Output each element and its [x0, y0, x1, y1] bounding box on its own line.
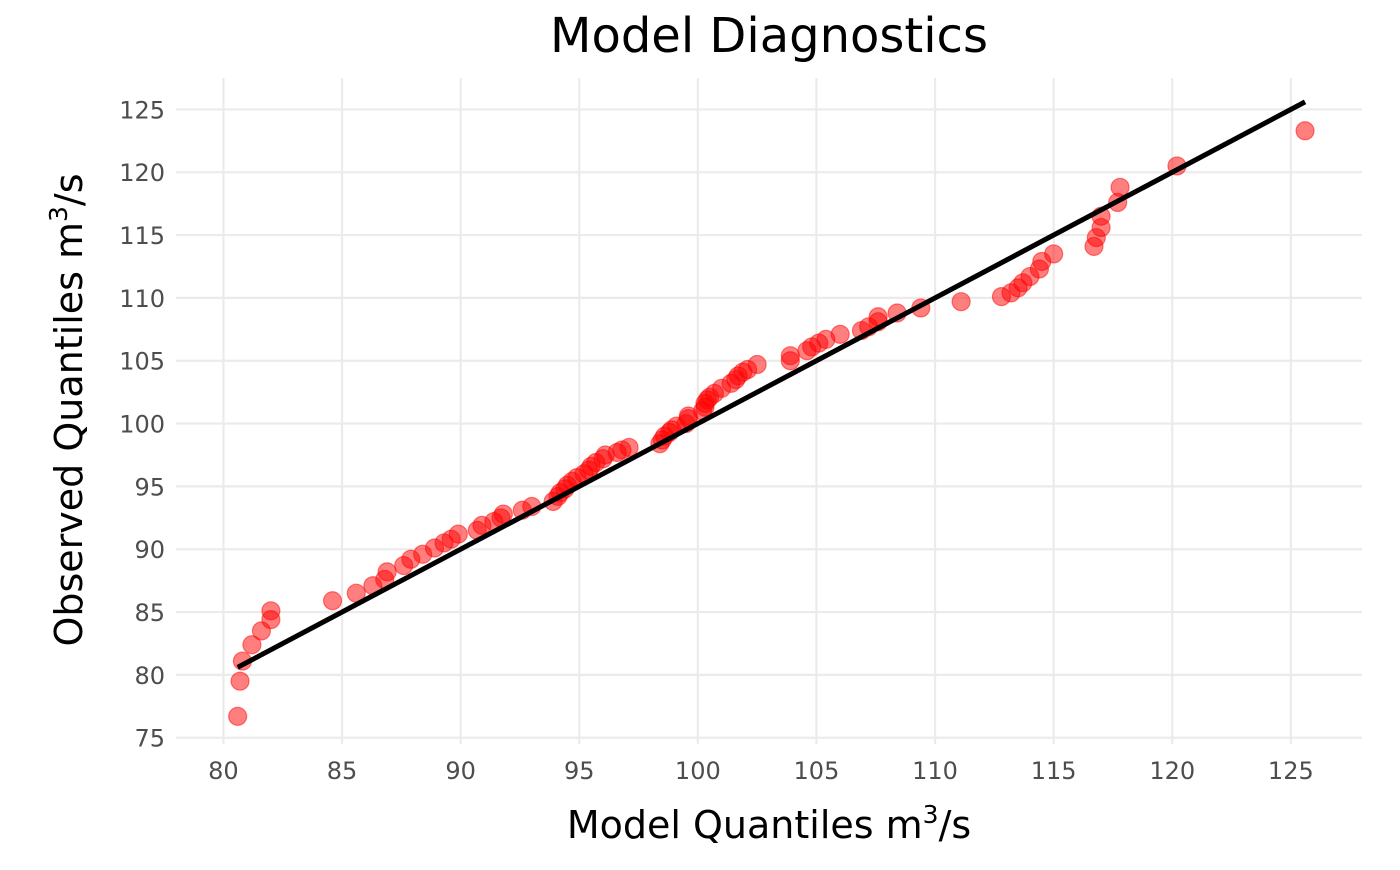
data-point: [951, 292, 971, 312]
y-tick-label: 115: [119, 222, 165, 250]
chart-title: Model Diagnostics: [550, 8, 988, 64]
reference-line: [236, 99, 1307, 670]
x-tick-label: 85: [327, 757, 358, 785]
y-tick-label: 75: [134, 725, 165, 753]
x-tick-label: 90: [445, 757, 476, 785]
data-point: [228, 706, 248, 726]
data-point: [1110, 177, 1130, 197]
x-axis-title-sup: 3: [923, 800, 939, 829]
x-axis-title-tail: /s: [939, 803, 972, 847]
data-point: [377, 562, 397, 582]
x-tick-label: 105: [794, 757, 840, 785]
x-axis-title: Model Quantiles m3/s: [567, 800, 971, 847]
x-tick-label: 80: [208, 757, 239, 785]
data-point: [1044, 244, 1064, 264]
y-tick-label: 105: [119, 348, 165, 376]
y-tick-label: 95: [134, 473, 165, 501]
x-tick-label: 115: [1031, 757, 1077, 785]
data-point: [261, 601, 281, 621]
y-tick-label: 125: [119, 96, 165, 124]
x-tick-label: 120: [1149, 757, 1195, 785]
data-point: [322, 591, 343, 611]
x-tick-label: 125: [1268, 757, 1314, 785]
data-point: [448, 524, 468, 544]
y-tick-label: 80: [134, 662, 165, 690]
y-tick-label: 85: [134, 599, 165, 627]
y-tick-label: 100: [119, 411, 165, 439]
x-axis-title-base: Model Quantiles m: [567, 803, 923, 847]
y-tick-label: 120: [119, 159, 165, 187]
y-axis-title-tail: /s: [47, 173, 91, 206]
y-axis-title-sup: 3: [44, 206, 73, 222]
y-axis-title-base: Observed Quantiles m: [47, 222, 91, 647]
reference-line-layer: [236, 99, 1307, 670]
x-tick-label: 95: [564, 757, 595, 785]
y-axis-title: Observed Quantiles m3/s: [44, 173, 91, 646]
data-point: [619, 437, 639, 458]
major-grid: [176, 78, 1362, 744]
x-tick-label: 100: [675, 757, 721, 785]
data-point: [1295, 121, 1315, 141]
data-point: [242, 635, 262, 655]
y-tick-label: 90: [134, 536, 165, 564]
x-tick-label: 110: [912, 757, 958, 785]
x-axis-ticks: 80 85 90 95 100 105 110 115 120 125: [208, 757, 1314, 785]
data-point: [747, 354, 767, 375]
data-point: [230, 671, 250, 691]
data-point: [830, 324, 850, 344]
y-tick-label: 110: [119, 285, 165, 313]
data-point: [493, 504, 513, 524]
data-point: [780, 346, 800, 366]
y-axis-ticks: 75 80 85 90 95 100 105 110 115 120 125: [119, 96, 165, 752]
